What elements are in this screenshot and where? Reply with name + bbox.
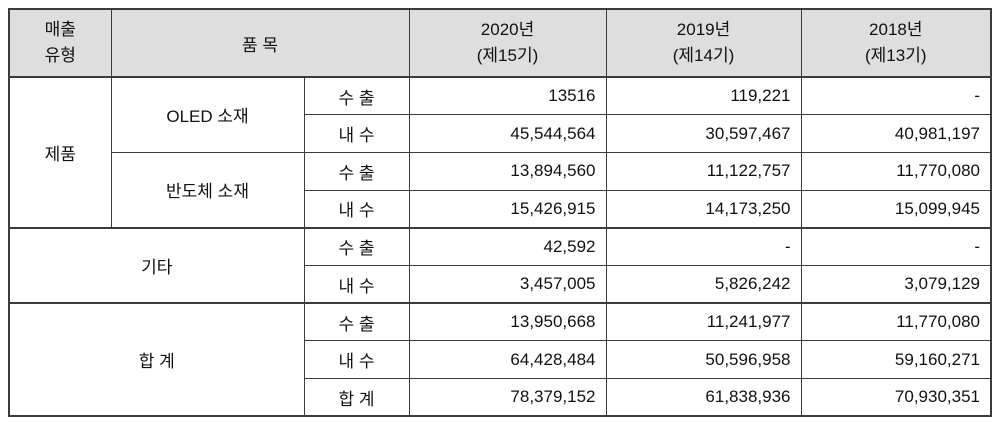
header-sales-type: 매출 유형 <box>8 8 112 78</box>
value-cell-2020: 64,428,484 <box>408 340 607 379</box>
item-cell: 합 계 <box>8 302 305 417</box>
table-row: 합 계 수 출 13,950,668 11,241,977 11,770,080 <box>8 302 992 417</box>
channel-cell: 내 수 <box>303 114 410 153</box>
value-cell-2019: 11,241,977 <box>605 302 802 342</box>
value-cell-2018: 40,981,197 <box>800 114 992 153</box>
header-item: 품 목 <box>110 8 410 78</box>
item-cell: 기타 <box>8 226 305 304</box>
header-sales-type-line1: 매출 <box>44 20 76 39</box>
value-cell-2018: 15,099,945 <box>800 189 992 229</box>
value-cell-2018: - <box>800 76 992 116</box>
item-cell: OLED 소재 <box>110 76 305 153</box>
value-cell-2019: - <box>605 226 802 266</box>
header-2020-year: 2020년 <box>480 20 535 39</box>
channel-cell: 합 계 <box>303 378 410 417</box>
table-row: 제품 OLED 소재 수 출 13516 119,221 - <box>8 76 992 229</box>
table-row: 합 계 78,379,152 61,838,936 70,930,351 <box>9 378 992 417</box>
value-cell-2020: 13,894,560 <box>408 151 607 191</box>
header-2020: 2020년 (제15기) <box>408 8 607 78</box>
value-cell-2020: 42,592 <box>408 226 607 266</box>
header-2018-year: 2018년 <box>869 20 923 39</box>
header-2020-period: (제15기) <box>476 46 539 65</box>
channel-cell: 내 수 <box>303 264 410 304</box>
channel-cell: 수 출 <box>303 151 410 191</box>
table-row: 내 수 45,544,564 30,597,467 40,981,197 <box>9 114 992 153</box>
value-cell-2019: 50,596,958 <box>605 340 802 379</box>
table-row: 기타 수 출 42,592 - - <box>8 226 992 304</box>
value-cell-2018: 11,770,080 <box>800 151 992 191</box>
channel-cell: 수 출 <box>303 302 410 342</box>
header-2019-year: 2019년 <box>676 20 731 39</box>
value-cell-2018: - <box>800 226 992 266</box>
table-row: 반도체 소재 수 출 13,894,560 11,122,757 11,770,… <box>9 151 992 229</box>
value-cell-2020: 3,457,005 <box>408 264 607 304</box>
value-cell-2018: 11,770,080 <box>800 302 992 342</box>
sales-by-product-table: 매출 유형 품 목 2020년 (제15기) 2019년 (제14기) 2018… <box>8 8 993 418</box>
value-cell-2020: 78,379,152 <box>408 378 607 417</box>
value-cell-2019: 30,597,467 <box>605 114 802 153</box>
item-cell: 반도체 소재 <box>110 151 305 229</box>
header-2019-period: (제14기) <box>672 46 735 65</box>
value-cell-2019: 5,826,242 <box>605 264 802 304</box>
value-cell-2019: 14,173,250 <box>605 189 802 229</box>
header-2018: 2018년 (제13기) <box>800 8 992 78</box>
channel-cell: 내 수 <box>303 340 410 379</box>
channel-cell: 수 출 <box>303 226 410 266</box>
value-cell-2019: 119,221 <box>605 76 802 116</box>
value-cell-2018: 70,930,351 <box>800 378 992 417</box>
channel-cell: 내 수 <box>303 189 410 229</box>
table-row: 내 수 3,457,005 5,826,242 3,079,129 <box>9 264 992 304</box>
value-cell-2018: 3,079,129 <box>800 264 992 304</box>
value-cell-2019: 11,122,757 <box>605 151 802 191</box>
sales-type-cell: 제품 <box>8 76 112 229</box>
value-cell-2020: 13516 <box>408 76 607 116</box>
table-row: 내 수 64,428,484 50,596,958 59,160,271 <box>9 340 992 379</box>
header-row: 매출 유형 품 목 2020년 (제15기) 2019년 (제14기) 2018… <box>8 8 992 78</box>
value-cell-2020: 45,544,564 <box>408 114 607 153</box>
value-cell-2018: 59,160,271 <box>800 340 992 379</box>
value-cell-2020: 15,426,915 <box>408 189 607 229</box>
header-2018-period: (제13기) <box>865 46 927 65</box>
header-sales-type-line2: 유형 <box>44 46 76 65</box>
table-row: 내 수 15,426,915 14,173,250 15,099,945 <box>9 189 992 229</box>
value-cell-2020: 13,950,668 <box>408 302 607 342</box>
header-2019: 2019년 (제14기) <box>605 8 802 78</box>
channel-cell: 수 출 <box>303 76 410 116</box>
value-cell-2019: 61,838,936 <box>605 378 802 417</box>
